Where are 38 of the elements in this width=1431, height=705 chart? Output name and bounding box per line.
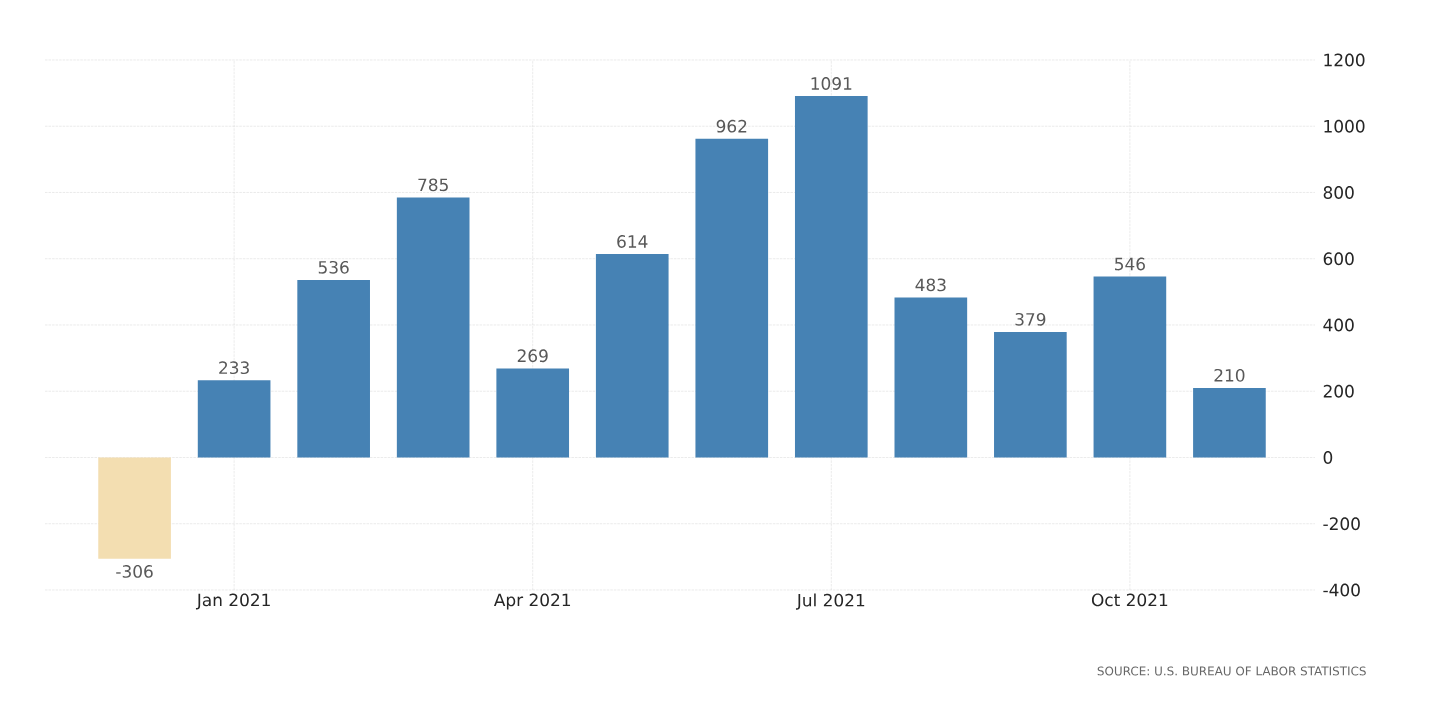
y-tick-label: 1000 [1324,119,1365,133]
data-label: 269 [517,349,548,363]
data-label: 483 [915,278,946,292]
data-label: 379 [1015,312,1046,326]
data-label: 785 [418,178,448,192]
y-tick-label: 0 [1323,451,1333,464]
data-label: 962 [716,119,747,133]
bar [496,368,570,458]
bar [994,331,1067,458]
x-tick-label: Jan 2021 [195,593,270,610]
data-label: 536 [318,260,349,274]
data-label: 210 [1214,368,1245,382]
bar [197,380,271,458]
data-label: -306 [116,565,153,578]
bar [1193,387,1266,458]
data-label: 546 [1115,257,1145,271]
y-tick-label: 200 [1323,384,1354,398]
bar [894,297,968,458]
x-tick-label: Jul 2021 [795,593,865,610]
bar [396,197,470,458]
data-label: 614 [617,235,648,248]
y-tick-label: 1200 [1324,53,1365,67]
y-tick-label: 400 [1323,318,1354,332]
x-tick-label: Oct 2021 [1091,593,1168,607]
bar [595,254,669,458]
bar [794,96,868,458]
bar [98,457,171,559]
y-tick-label: -200 [1323,517,1360,531]
data-label: 233 [219,361,249,375]
x-tick-label: Apr 2021 [493,593,571,610]
data-label: 1091 [811,77,852,90]
source-note: SOURCE: U.S. BUREAU OF LABOR STATISTICS [1097,666,1366,676]
y-tick-label: -400 [1323,583,1360,597]
bar [695,138,769,458]
y-tick-label: 600 [1323,252,1354,266]
y-tick-label: 800 [1323,186,1354,199]
bar [1093,276,1167,458]
bar [297,279,370,458]
